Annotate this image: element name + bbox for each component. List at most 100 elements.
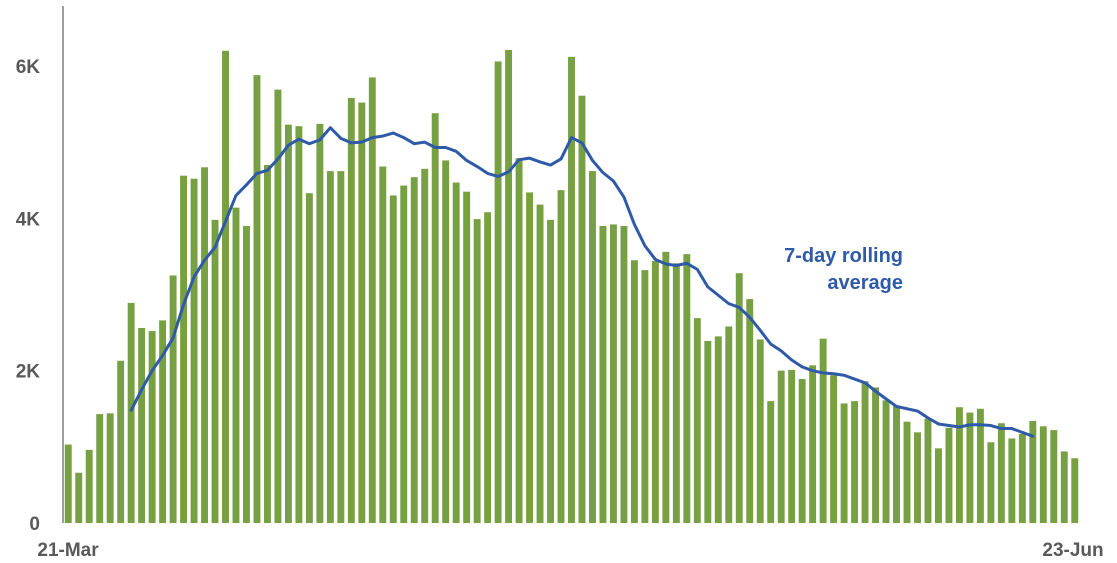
bar: [400, 185, 408, 523]
bar: [410, 177, 418, 523]
bar: [274, 89, 282, 524]
bar: [368, 77, 376, 524]
bar: [106, 413, 114, 523]
bar: [190, 178, 198, 524]
bar: [609, 224, 617, 523]
bar: [987, 442, 995, 523]
x-tick-label-end: 23-Jun: [1042, 540, 1103, 561]
bar: [557, 190, 565, 523]
bar: [630, 260, 638, 523]
bar: [578, 95, 586, 524]
bar: [201, 167, 208, 524]
bar: [914, 432, 921, 523]
bar: [117, 360, 125, 523]
bar: [955, 407, 963, 523]
bar: [641, 270, 649, 523]
bar: [463, 191, 471, 523]
bar: [452, 182, 460, 524]
bar: [180, 175, 188, 523]
bar: [232, 207, 240, 524]
bar: [442, 160, 450, 523]
bar: [746, 299, 754, 523]
y-tick-label: 2K: [16, 362, 41, 383]
bar: [316, 123, 324, 523]
bar: [840, 403, 848, 523]
bar: [536, 204, 544, 523]
bar: [169, 275, 177, 523]
bar: [903, 421, 911, 523]
bar: [284, 124, 292, 524]
bar: [935, 448, 942, 523]
bar: [872, 387, 880, 523]
bar: [651, 260, 659, 523]
bar: [704, 340, 712, 523]
annotation-line-1: 7-day rolling: [784, 245, 903, 267]
rolling-average-line: [129, 126, 1035, 438]
bar: [924, 418, 932, 523]
bar: [505, 50, 513, 523]
bar: [976, 408, 984, 523]
bar: [127, 302, 135, 523]
bar: [526, 192, 534, 523]
bar: [945, 427, 953, 523]
bar: [379, 166, 387, 524]
bar: [714, 336, 722, 523]
bar: [809, 365, 817, 523]
bar: [893, 405, 900, 523]
bar: [882, 400, 890, 523]
bar: [515, 158, 523, 523]
bar: [64, 444, 72, 523]
bar: [1029, 420, 1037, 523]
bar: [725, 326, 733, 523]
y-tick-label: 0: [29, 514, 40, 535]
x-tick-label-start: 21-Mar: [37, 540, 99, 561]
y-tick-label: 4K: [16, 209, 41, 230]
bar: [484, 212, 492, 524]
bar: [672, 263, 680, 523]
bar: [1050, 430, 1058, 523]
bar: [253, 75, 261, 523]
bar: [683, 254, 691, 523]
bar: [96, 414, 104, 523]
bar: [599, 225, 607, 523]
annotation-line-2: average: [827, 272, 903, 294]
bar: [211, 219, 219, 524]
bar: [851, 401, 859, 523]
bar: [756, 339, 764, 523]
bar: [295, 126, 303, 524]
bar: [473, 219, 481, 523]
bar: [568, 56, 575, 524]
y-tick-label: 6K: [16, 57, 41, 78]
bar: [305, 193, 313, 523]
bar: [830, 375, 838, 523]
bar: [819, 338, 827, 523]
bar: [1039, 426, 1047, 523]
bar: [494, 61, 502, 524]
bar: [693, 318, 701, 523]
bar: [358, 102, 366, 523]
bar: [138, 328, 146, 523]
bar: [326, 171, 334, 524]
bar: [431, 113, 439, 523]
bar: [243, 225, 250, 523]
bar: [966, 412, 974, 523]
bar: [620, 225, 628, 523]
bar: [347, 97, 355, 524]
bar: [798, 379, 806, 523]
bar-series: [64, 50, 1079, 524]
bar: [1060, 451, 1068, 523]
bar: [85, 449, 93, 523]
bar: [159, 320, 167, 523]
bar: [1071, 458, 1079, 523]
bar: [861, 381, 869, 523]
bar: [662, 251, 670, 523]
bar: [389, 195, 397, 524]
bar: [997, 423, 1005, 523]
bar: [337, 171, 345, 524]
bar: [767, 401, 775, 523]
bar: [1018, 433, 1026, 523]
y-tick-labels: 0 2K 4K 6K: [16, 57, 41, 535]
bar: [222, 50, 229, 524]
bar: [589, 171, 596, 524]
